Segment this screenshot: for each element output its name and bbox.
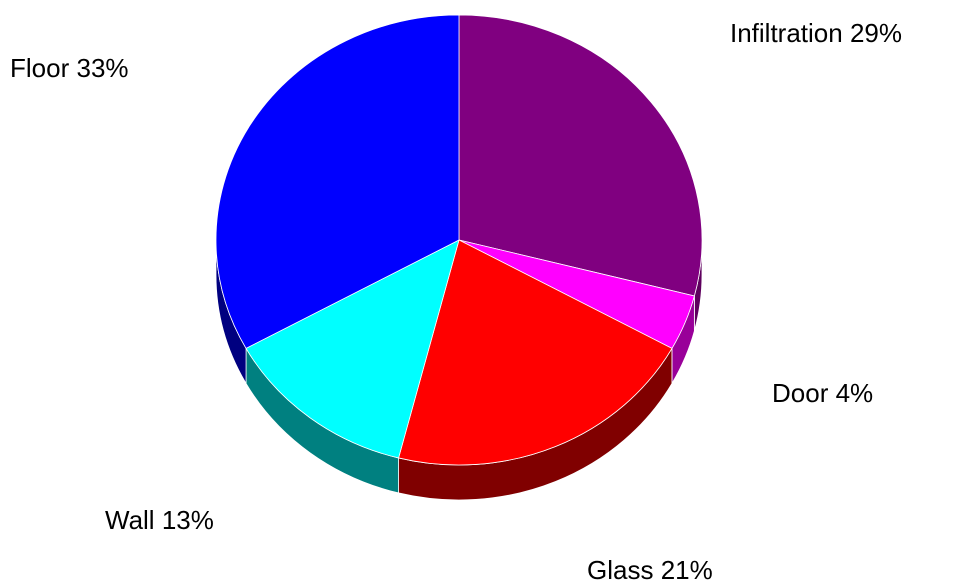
pie-slice — [245, 239, 460, 459]
slice-name: Door — [772, 378, 829, 408]
slice-label: Floor 33% — [10, 53, 129, 83]
slice-label: Wall 13% — [105, 505, 214, 535]
slice-value: 4% — [836, 378, 874, 408]
slice-value: 29% — [850, 18, 902, 48]
slice-name: Glass — [587, 555, 653, 585]
slice-name: Floor — [10, 53, 70, 83]
slice-label: Glass 21% — [587, 555, 713, 585]
pie-slice — [215, 14, 460, 349]
pie-slice — [458, 14, 703, 297]
slice-value: 21% — [661, 555, 713, 585]
slice-value: 13% — [162, 505, 214, 535]
pie-slice — [398, 239, 673, 466]
slice-name: Wall — [105, 505, 155, 535]
slice-label: Infiltration 29% — [730, 18, 902, 48]
slice-name: Infiltration — [730, 18, 843, 48]
slice-value: 33% — [76, 53, 128, 83]
slice-label: Door 4% — [772, 378, 873, 408]
